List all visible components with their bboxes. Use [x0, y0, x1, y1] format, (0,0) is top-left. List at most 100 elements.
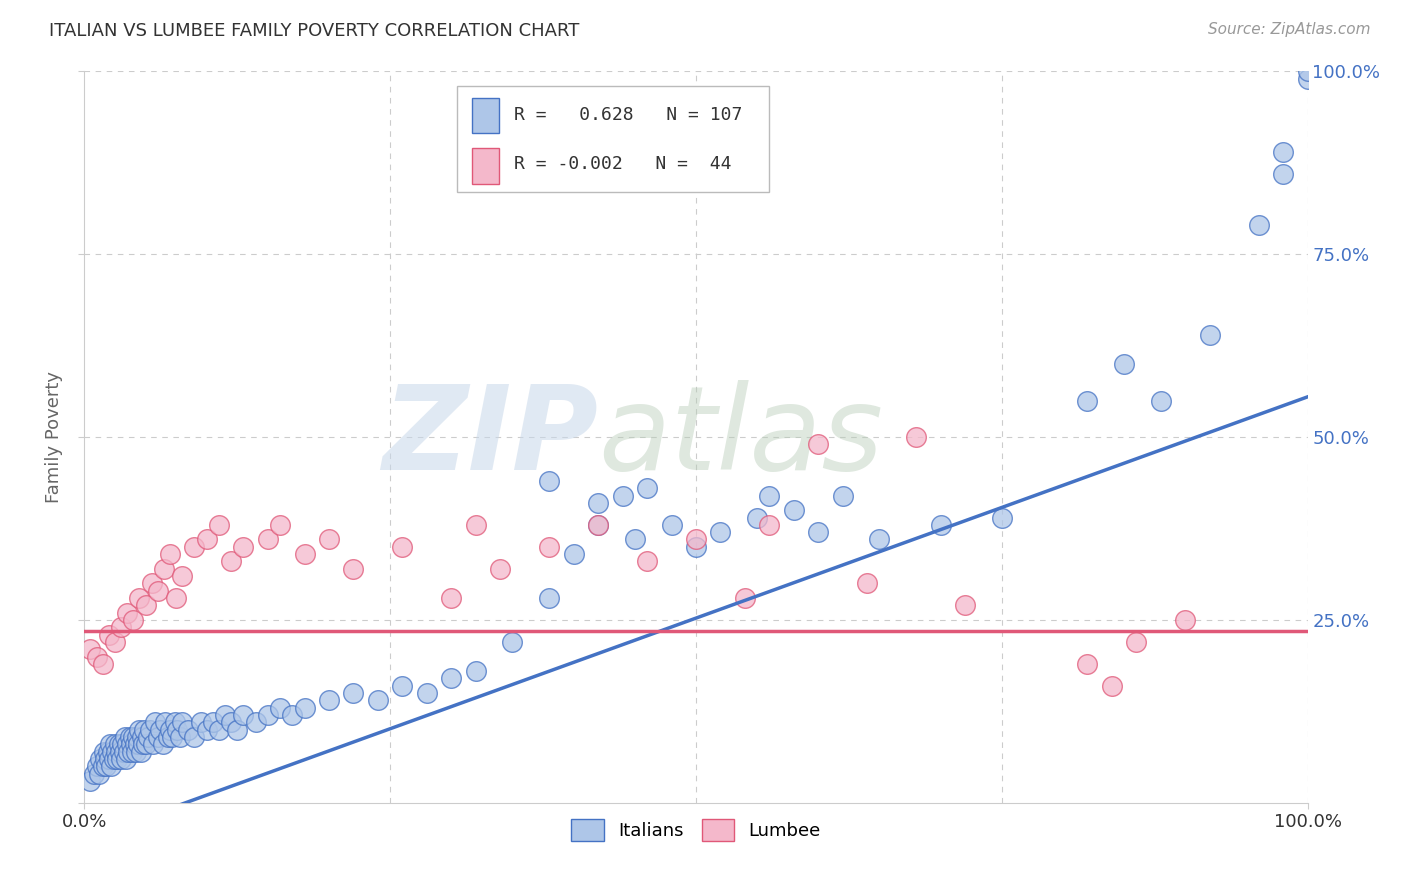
Point [747, 510, 769, 524]
Point [166, 723, 188, 737]
Point [1174, 613, 1197, 627]
Point [125, 730, 148, 744]
Point [79, 773, 101, 788]
Point [586, 517, 609, 532]
Point [734, 591, 756, 605]
Point [117, 745, 139, 759]
Point [219, 715, 242, 730]
Point [128, 723, 150, 737]
Point [94, 752, 117, 766]
Point [172, 715, 194, 730]
Point [183, 540, 205, 554]
Point [1125, 635, 1147, 649]
Point [440, 672, 463, 686]
Point [195, 723, 218, 737]
Point [141, 576, 163, 591]
Point [953, 599, 976, 613]
Point [758, 489, 780, 503]
Point [807, 437, 830, 451]
Point [118, 730, 141, 744]
Point [1296, 64, 1319, 78]
Point [367, 693, 389, 707]
Point [125, 745, 148, 759]
Point [685, 533, 707, 547]
Point [153, 715, 176, 730]
Point [1101, 679, 1123, 693]
Point [87, 766, 110, 780]
Point [89, 752, 111, 766]
Point [115, 606, 138, 620]
Point [342, 686, 364, 700]
Point [464, 664, 486, 678]
Point [636, 481, 658, 495]
Point [208, 517, 231, 532]
Point [1114, 357, 1136, 371]
Point [440, 591, 463, 605]
FancyBboxPatch shape [457, 86, 769, 192]
Point [294, 547, 316, 561]
Point [758, 517, 780, 532]
Point [624, 533, 647, 547]
Point [342, 562, 364, 576]
Point [269, 700, 291, 714]
Text: atlas: atlas [598, 380, 883, 494]
Point [162, 730, 184, 744]
Point [120, 737, 142, 751]
Point [121, 745, 143, 759]
Point [127, 737, 149, 751]
Point [226, 723, 249, 737]
Point [612, 489, 634, 503]
Point [269, 517, 291, 532]
Point [110, 620, 132, 634]
Point [159, 723, 181, 737]
Point [177, 723, 200, 737]
Point [1198, 327, 1220, 342]
Point [416, 686, 439, 700]
Point [114, 730, 136, 744]
Point [169, 730, 191, 744]
Point [586, 496, 609, 510]
Point [152, 737, 174, 751]
Point [257, 708, 280, 723]
Point [538, 474, 561, 488]
Point [149, 723, 172, 737]
Point [122, 730, 145, 744]
Point [183, 730, 205, 744]
Point [391, 540, 413, 554]
Point [128, 591, 150, 605]
Point [83, 766, 105, 780]
Bar [472, 148, 499, 184]
Point [661, 517, 683, 532]
Point [122, 613, 145, 627]
Point [156, 730, 179, 744]
Point [91, 657, 114, 671]
Point [79, 642, 101, 657]
Point [1076, 657, 1098, 671]
Point [91, 759, 114, 773]
Point [232, 540, 254, 554]
Point [1150, 393, 1173, 408]
Point [86, 649, 108, 664]
Point [142, 737, 165, 751]
Point [1076, 393, 1098, 408]
Point [107, 737, 129, 751]
Point [104, 635, 127, 649]
Point [163, 715, 186, 730]
Point [464, 517, 486, 532]
Point [86, 759, 108, 773]
Point [135, 737, 157, 751]
Point [159, 547, 181, 561]
Point [807, 525, 830, 540]
Point [1296, 71, 1319, 86]
Point [208, 723, 231, 737]
Point [636, 554, 658, 568]
Legend: Italians, Lumbee: Italians, Lumbee [564, 812, 828, 848]
Point [905, 430, 928, 444]
Point [134, 723, 156, 737]
Point [190, 715, 212, 730]
Point [101, 745, 124, 759]
Text: ITALIAN VS LUMBEE FAMILY POVERTY CORRELATION CHART: ITALIAN VS LUMBEE FAMILY POVERTY CORRELA… [49, 22, 579, 40]
Point [214, 708, 236, 723]
Point [129, 745, 152, 759]
Point [1272, 145, 1295, 159]
